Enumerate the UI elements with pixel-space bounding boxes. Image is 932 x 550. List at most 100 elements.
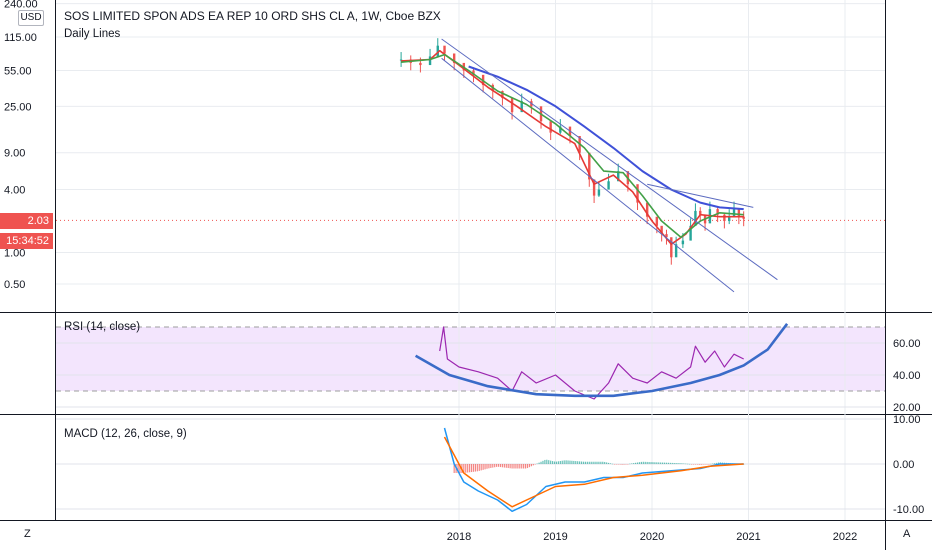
macd-histogram-bar <box>633 463 635 464</box>
macd-histogram-bar <box>482 464 484 470</box>
macd-histogram-bar <box>555 461 558 464</box>
candle-body <box>510 98 514 113</box>
candle-body <box>670 237 673 258</box>
macd-histogram-bar <box>509 464 511 469</box>
candle-body <box>737 209 741 217</box>
price-tick-label: 9.00 <box>4 148 25 160</box>
macd-histogram-bar <box>497 464 500 467</box>
macd-histogram-bar <box>644 461 646 464</box>
macd-histogram-bar <box>621 464 623 465</box>
channel-line <box>441 38 778 281</box>
macd-histogram-bar <box>563 460 565 464</box>
candle-body <box>617 171 620 182</box>
macd-histogram-bar <box>467 464 469 473</box>
macd-histogram-bar <box>698 464 700 465</box>
macd-histogram-bar <box>546 459 548 464</box>
price-tick-label: 4.00 <box>4 185 25 197</box>
macd-histogram-bar <box>596 461 598 464</box>
macd-histogram-bar <box>488 464 490 469</box>
macd-histogram-bar <box>619 464 621 465</box>
candle-body <box>472 70 475 75</box>
macd-histogram-bar <box>600 461 602 464</box>
candle-body <box>655 216 659 226</box>
candle-body <box>636 184 639 203</box>
macd-histogram-bar <box>671 462 673 464</box>
macd-histogram-bar <box>602 461 604 464</box>
macd-histogram-bar <box>517 464 519 469</box>
macd-histogram-bar <box>474 464 477 472</box>
macd-histogram-bar <box>501 464 504 468</box>
macd-histogram-bar <box>606 462 608 464</box>
candle-body <box>681 240 685 245</box>
macd-histogram-bar <box>478 464 480 471</box>
macd-histogram-bar <box>719 462 722 464</box>
macd-histogram-bar <box>490 464 492 468</box>
rsi-tick-label: 20.00 <box>893 402 921 414</box>
macd-histogram-bar <box>669 462 671 464</box>
macd-histogram-bar <box>507 464 509 469</box>
macd-histogram-bar <box>569 460 571 464</box>
macd-histogram-bar <box>607 462 610 464</box>
rsi-tick-label: 40.00 <box>893 370 921 382</box>
candle-body <box>607 181 610 190</box>
zoom-button[interactable]: Z <box>24 528 31 540</box>
macd-histogram-bar <box>675 463 677 464</box>
channel-line <box>441 57 735 293</box>
candle-body <box>588 152 591 180</box>
macd-histogram-bar <box>652 462 654 464</box>
macd-histogram-bar <box>565 460 567 464</box>
rsi-title[interactable]: RSI (14, close) <box>64 321 141 333</box>
macd-histogram-bar <box>654 462 656 464</box>
macd-histogram-bar <box>685 463 687 465</box>
macd-histogram-bar <box>453 464 455 473</box>
macd-histogram-bar <box>615 464 617 465</box>
macd-histogram-bar <box>677 463 679 464</box>
macd-histogram-bar <box>636 462 639 464</box>
macd-histogram-bar <box>503 464 505 468</box>
macd-histogram-bar <box>536 463 538 465</box>
candle-body <box>520 101 523 113</box>
macd-histogram-bar <box>469 464 471 473</box>
macd-tick-label: -10.00 <box>893 504 924 516</box>
macd-histogram-bar <box>706 464 708 465</box>
macd-histogram-bar <box>513 464 515 469</box>
macd-histogram-bar <box>472 464 475 472</box>
macd-histogram-bar <box>480 464 482 471</box>
macd-tick-label: 0.00 <box>893 459 914 471</box>
currency-badge[interactable]: USD <box>18 10 44 26</box>
macd-histogram-bar <box>532 464 534 466</box>
macd-histogram-bar <box>660 462 662 464</box>
macd-histogram-bar <box>617 464 619 465</box>
macd-histogram-bar <box>613 464 615 465</box>
macd-histogram-bar <box>604 461 606 464</box>
candle-body <box>694 210 697 226</box>
macd-histogram-bar <box>594 461 596 464</box>
candle-body <box>452 53 456 63</box>
rsi-trend-curve <box>414 323 789 398</box>
macd-histogram-bar <box>623 464 625 465</box>
macd-histogram-bar <box>716 462 718 464</box>
macd-title[interactable]: MACD (12, 26, close, 9) <box>64 428 187 440</box>
candle-body <box>559 126 562 133</box>
symbol-title[interactable]: SOS LIMITED SPON ADS EA REP 10 ORD SHS C… <box>64 9 441 23</box>
macd-histogram-bar <box>552 461 554 464</box>
macd-histogram-bar <box>648 462 650 464</box>
macd-histogram-bar <box>717 462 720 464</box>
macd-histogram-bar <box>590 461 592 464</box>
auto-scale-button[interactable]: A <box>903 528 911 540</box>
candle-body <box>443 45 446 54</box>
macd-histogram-bar <box>640 461 642 464</box>
daily-lines-label[interactable]: Daily Lines <box>64 28 121 40</box>
macd-histogram-bar <box>689 463 691 465</box>
macd-histogram-bar <box>459 464 461 473</box>
price-tick-label: 25.00 <box>4 101 32 113</box>
macd-histogram-bar <box>476 464 478 472</box>
macd-histogram-bar <box>665 462 668 464</box>
candle-body <box>660 225 663 235</box>
macd-histogram-bar <box>499 464 502 468</box>
macd-histogram-bar <box>494 464 496 468</box>
macd-line <box>443 427 744 513</box>
macd-histogram-bar <box>521 464 523 469</box>
macd-histogram-bar <box>658 462 660 464</box>
